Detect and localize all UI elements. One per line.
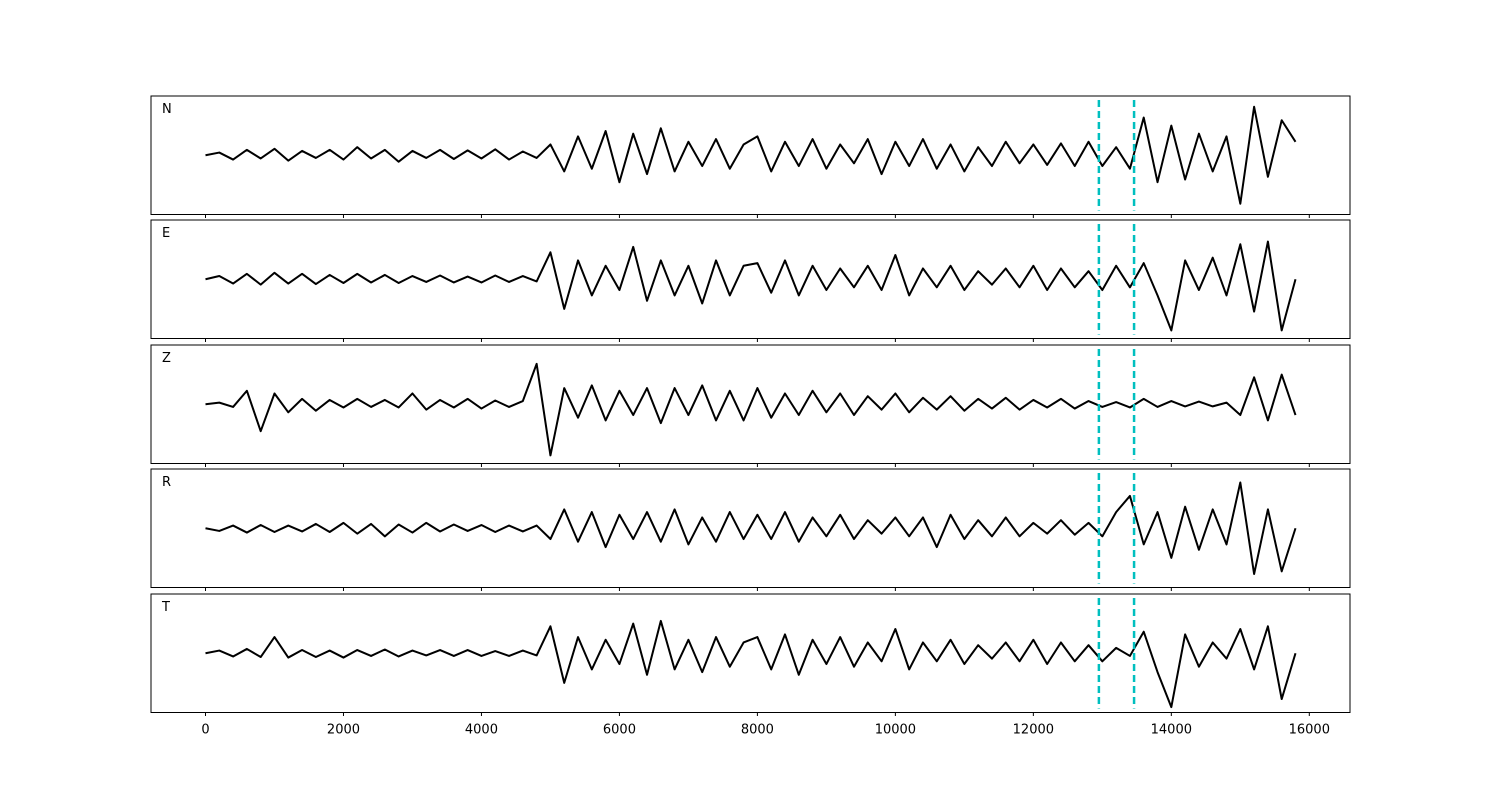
x-tick-label: 6000 (603, 723, 636, 738)
x-tick-label: 2000 (327, 723, 360, 738)
panel-frame (150, 344, 1351, 464)
x-tick-label: 8000 (741, 723, 774, 738)
x-tick-label: 16000 (1289, 723, 1330, 738)
panel-label: T (161, 600, 170, 615)
x-tick-label: 14000 (1151, 723, 1192, 738)
trace-line (205, 105, 1297, 205)
x-tick-label: 12000 (1013, 723, 1054, 738)
x-tick-label: 0 (201, 723, 209, 738)
panel-label: E (162, 226, 170, 241)
trace-line (205, 481, 1297, 576)
panel-label: N (162, 102, 172, 117)
trace-line (205, 240, 1297, 332)
panel-frame (150, 468, 1351, 588)
panel-label: R (162, 475, 171, 490)
trace-line (205, 362, 1297, 457)
trace-line (205, 619, 1297, 709)
panel-label: Z (162, 351, 171, 366)
panel-frame (150, 219, 1351, 339)
panel-frame (150, 95, 1351, 215)
panel-frame (150, 593, 1351, 713)
x-tick-label: 10000 (875, 723, 916, 738)
x-tick-label: 4000 (465, 723, 498, 738)
